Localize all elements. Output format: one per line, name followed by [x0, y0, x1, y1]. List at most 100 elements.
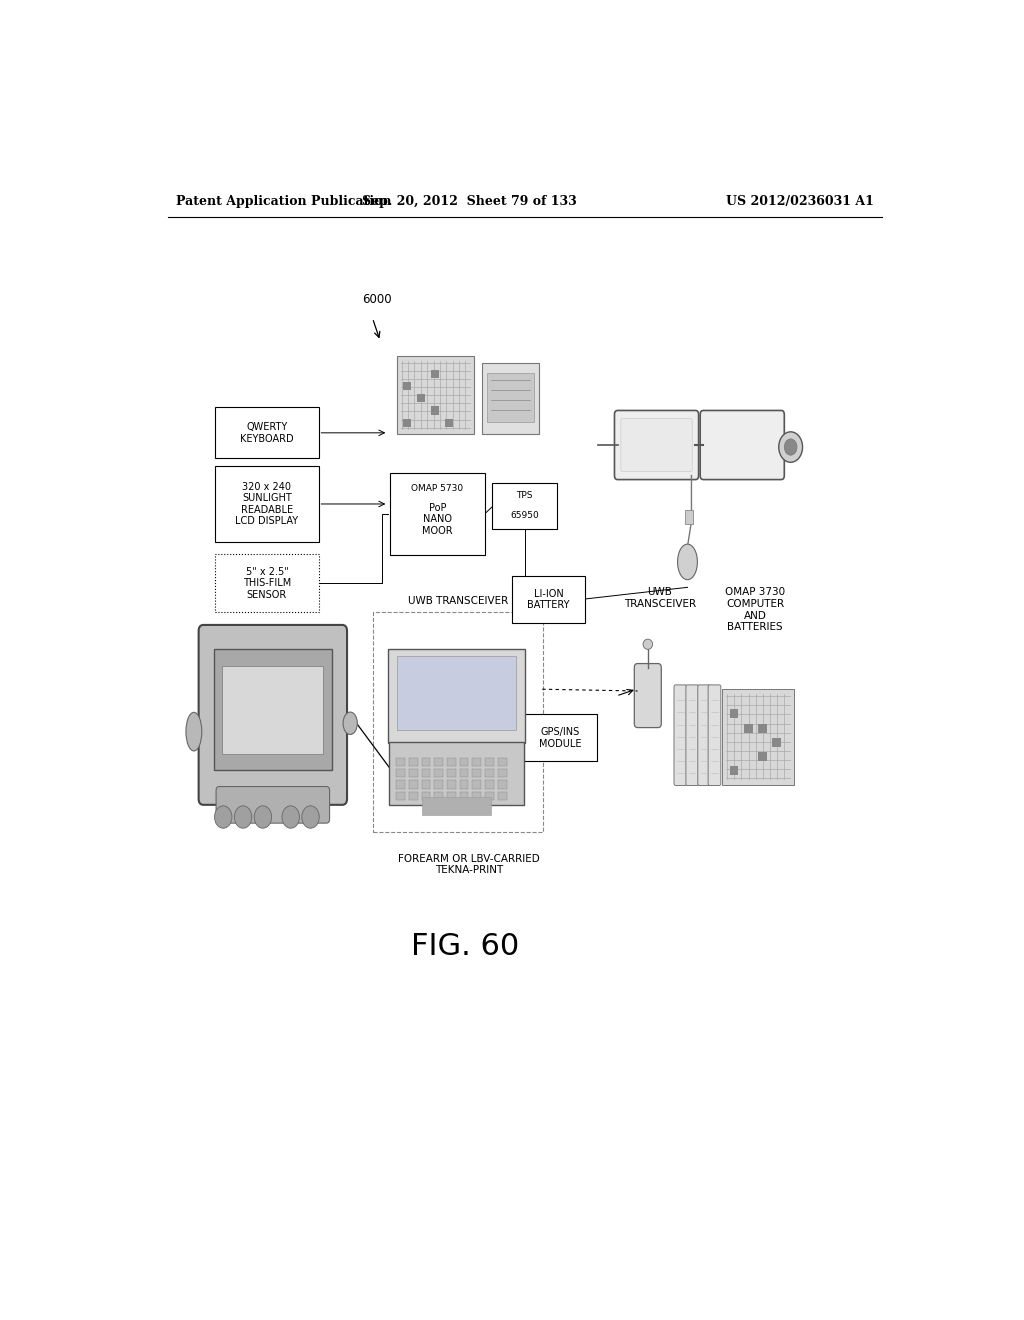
Text: 5" x 2.5"
THIS-FILM
SENSOR: 5" x 2.5" THIS-FILM SENSOR [243, 566, 291, 599]
Bar [402, 418, 411, 426]
Ellipse shape [343, 711, 357, 734]
Text: GPS/INS
MODULE: GPS/INS MODULE [540, 727, 582, 748]
Bar [460, 770, 468, 777]
Bar [445, 418, 454, 426]
FancyBboxPatch shape [686, 685, 698, 785]
Text: PoP
NANO
MOOR: PoP NANO MOOR [422, 503, 453, 536]
Bar [422, 792, 430, 800]
Bar [729, 766, 738, 775]
Bar [772, 738, 781, 747]
Ellipse shape [186, 713, 202, 751]
Text: Sep. 20, 2012  Sheet 79 of 133: Sep. 20, 2012 Sheet 79 of 133 [361, 194, 577, 207]
FancyBboxPatch shape [214, 466, 319, 541]
FancyBboxPatch shape [709, 685, 721, 785]
FancyBboxPatch shape [390, 474, 485, 554]
Text: 65950: 65950 [510, 511, 540, 520]
Bar [472, 770, 481, 777]
FancyBboxPatch shape [397, 355, 474, 434]
FancyBboxPatch shape [493, 483, 557, 529]
Bar [685, 510, 693, 524]
Text: TPS: TPS [516, 491, 534, 500]
FancyBboxPatch shape [634, 664, 662, 727]
Bar [472, 780, 481, 788]
Ellipse shape [302, 805, 319, 828]
Bar [434, 792, 443, 800]
FancyBboxPatch shape [423, 797, 490, 814]
FancyBboxPatch shape [214, 408, 319, 458]
Ellipse shape [778, 432, 803, 462]
Bar [485, 770, 494, 777]
Bar [460, 758, 468, 766]
FancyBboxPatch shape [524, 714, 597, 762]
Ellipse shape [282, 805, 299, 828]
FancyBboxPatch shape [722, 689, 794, 784]
Text: US 2012/0236031 A1: US 2012/0236031 A1 [726, 194, 873, 207]
Bar [396, 770, 404, 777]
FancyBboxPatch shape [512, 576, 585, 623]
FancyBboxPatch shape [389, 742, 524, 805]
FancyBboxPatch shape [482, 363, 539, 434]
Bar [422, 758, 430, 766]
Bar [434, 780, 443, 788]
Ellipse shape [643, 639, 652, 649]
Bar [729, 709, 738, 718]
FancyBboxPatch shape [199, 624, 347, 805]
Bar [498, 758, 507, 766]
Text: OMAP 5730: OMAP 5730 [412, 483, 464, 492]
Ellipse shape [254, 805, 271, 828]
Bar [485, 780, 494, 788]
Bar [758, 723, 767, 733]
Bar [431, 370, 439, 378]
Bar [396, 758, 404, 766]
Bar [396, 792, 404, 800]
Ellipse shape [234, 805, 252, 828]
Bar [402, 381, 411, 391]
Bar [431, 407, 439, 414]
Bar [409, 758, 418, 766]
Bar [422, 780, 430, 788]
Bar [396, 780, 404, 788]
FancyBboxPatch shape [700, 411, 784, 479]
Text: OMAP 3730
COMPUTER
AND
BATTERIES: OMAP 3730 COMPUTER AND BATTERIES [725, 587, 785, 632]
Text: 6000: 6000 [362, 293, 392, 306]
Bar [447, 758, 456, 766]
Ellipse shape [678, 544, 697, 579]
FancyBboxPatch shape [397, 656, 516, 730]
Text: UWB TRANSCEIVER: UWB TRANSCEIVER [408, 595, 508, 606]
FancyBboxPatch shape [614, 411, 698, 479]
Bar [409, 792, 418, 800]
Text: 320 x 240
SUNLIGHT
READABLE
LCD DISPLAY: 320 x 240 SUNLIGHT READABLE LCD DISPLAY [236, 482, 298, 527]
Bar [758, 752, 767, 762]
Text: UWB
TRANSCEIVER: UWB TRANSCEIVER [624, 587, 695, 609]
Bar [498, 780, 507, 788]
Bar [498, 770, 507, 777]
Bar [434, 770, 443, 777]
Bar [472, 792, 481, 800]
Bar [498, 792, 507, 800]
FancyBboxPatch shape [214, 649, 332, 771]
Bar [447, 780, 456, 788]
FancyBboxPatch shape [222, 665, 324, 754]
Text: FOREARM OR LBV-CARRIED
TEKNA-PRINT: FOREARM OR LBV-CARRIED TEKNA-PRINT [398, 854, 540, 875]
Bar [460, 780, 468, 788]
Bar [472, 758, 481, 766]
Text: QWERTY
KEYBOARD: QWERTY KEYBOARD [240, 422, 294, 444]
FancyBboxPatch shape [697, 685, 711, 785]
Bar [447, 770, 456, 777]
Bar [447, 792, 456, 800]
Text: LI-ION
BATTERY: LI-ION BATTERY [527, 589, 570, 610]
Bar [409, 770, 418, 777]
Bar [417, 395, 425, 403]
Bar [743, 723, 753, 733]
FancyBboxPatch shape [373, 611, 543, 833]
FancyBboxPatch shape [214, 554, 319, 612]
Bar [434, 758, 443, 766]
Ellipse shape [784, 440, 797, 455]
FancyBboxPatch shape [621, 418, 692, 471]
Text: Patent Application Publication: Patent Application Publication [176, 194, 391, 207]
Text: FIG. 60: FIG. 60 [412, 932, 519, 961]
Bar [409, 780, 418, 788]
Bar [460, 792, 468, 800]
FancyBboxPatch shape [674, 685, 687, 785]
FancyBboxPatch shape [216, 787, 330, 824]
